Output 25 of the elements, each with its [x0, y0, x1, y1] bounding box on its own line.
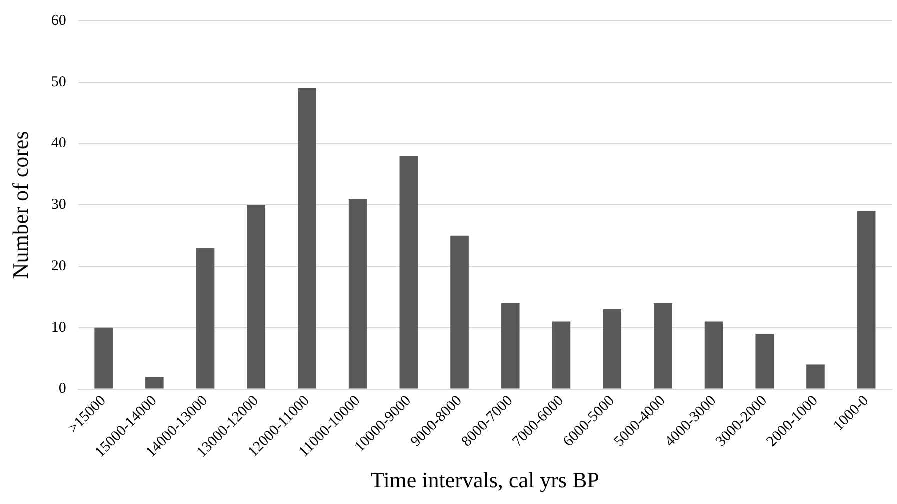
y-tick-label: 50: [51, 74, 66, 90]
bar: [857, 211, 876, 389]
bar: [603, 310, 622, 389]
y-tick-label: 40: [51, 136, 66, 152]
bar: [247, 205, 266, 389]
bar: [806, 364, 825, 389]
bar: [196, 248, 215, 389]
bar: [501, 303, 520, 389]
x-axis-title: Time intervals, cal yrs BP: [371, 468, 600, 493]
bar: [94, 328, 113, 389]
bar: [146, 377, 164, 389]
bar: [298, 88, 316, 389]
bar: [704, 322, 724, 389]
y-tick-label: 30: [51, 197, 66, 214]
y-tick-label: 20: [51, 258, 66, 274]
bar: [552, 322, 571, 389]
bar: [450, 236, 469, 389]
bar: [756, 334, 774, 389]
bar: [654, 303, 672, 389]
y-tick-label: 0: [58, 381, 66, 398]
bar: [348, 199, 368, 389]
y-axis-title: Number of cores: [8, 131, 33, 280]
y-tick-label: 60: [51, 12, 66, 29]
bar: [400, 156, 418, 389]
y-tick-label: 10: [51, 320, 66, 336]
